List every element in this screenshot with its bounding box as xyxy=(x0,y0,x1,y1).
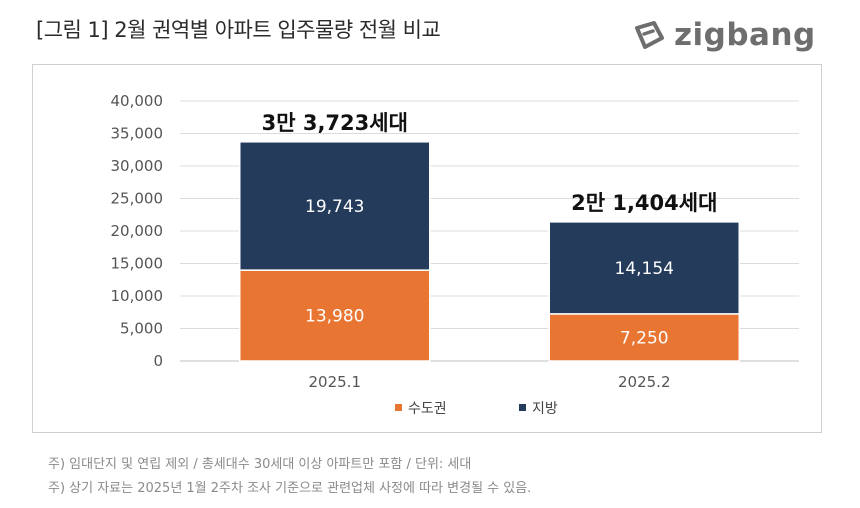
bar-value-label: 13,980 xyxy=(305,307,364,327)
brand-logo: zigbang xyxy=(632,14,816,56)
bar-total-label: 2만 1,404세대 xyxy=(571,191,717,215)
y-tick-label: 15,000 xyxy=(111,255,164,273)
footnote-2: 주) 상기 자료는 2025년 1월 2주차 조사 기준으로 관련업체 사정에 … xyxy=(48,481,532,496)
stacked-bar-chart: 0 5,000 10,000 15,000 20,000 25,000 30,000 35,0… xyxy=(111,92,799,417)
chart-title: [그림 1] 2월 권역별 아파트 입주물량 전월 비교 xyxy=(36,18,441,42)
bar-value-label: 19,743 xyxy=(305,197,364,217)
bar-segment xyxy=(239,141,431,271)
legend-swatch xyxy=(519,404,526,411)
y-tick-label: 10,000 xyxy=(111,287,164,305)
y-tick-label: 30,000 xyxy=(111,157,164,175)
legend-swatch xyxy=(395,404,402,411)
legend-label: 지방 xyxy=(532,401,558,417)
zigbang-logo-icon xyxy=(635,21,664,49)
y-tick-label: 25,000 xyxy=(111,190,164,208)
y-tick-label: 20,000 xyxy=(111,222,164,240)
brand-name: zigbang xyxy=(674,17,816,53)
bar-value-label: 7,250 xyxy=(620,328,669,348)
x-tick-label: 2025.1 xyxy=(309,373,362,391)
bar-value-label: 14,154 xyxy=(615,259,674,279)
bar-segment xyxy=(239,269,431,362)
legend-label: 수도권 xyxy=(408,401,447,417)
bar-total-label: 3만 3,723세대 xyxy=(262,111,408,135)
bar-segment xyxy=(548,221,740,315)
y-tick-label: 0 xyxy=(153,352,163,370)
y-tick-label: 40,000 xyxy=(111,92,164,110)
y-tick-label: 35,000 xyxy=(111,125,164,143)
y-tick-label: 5,000 xyxy=(120,320,163,338)
footnote-1: 주) 임대단지 및 연립 제외 / 총세대수 30세대 이상 아파트만 포함 /… xyxy=(48,457,472,472)
x-tick-label: 2025.2 xyxy=(618,373,671,391)
chart-panel: 0 5,000 10,000 15,000 20,000 25,000 30,000 35,0… xyxy=(32,64,822,433)
